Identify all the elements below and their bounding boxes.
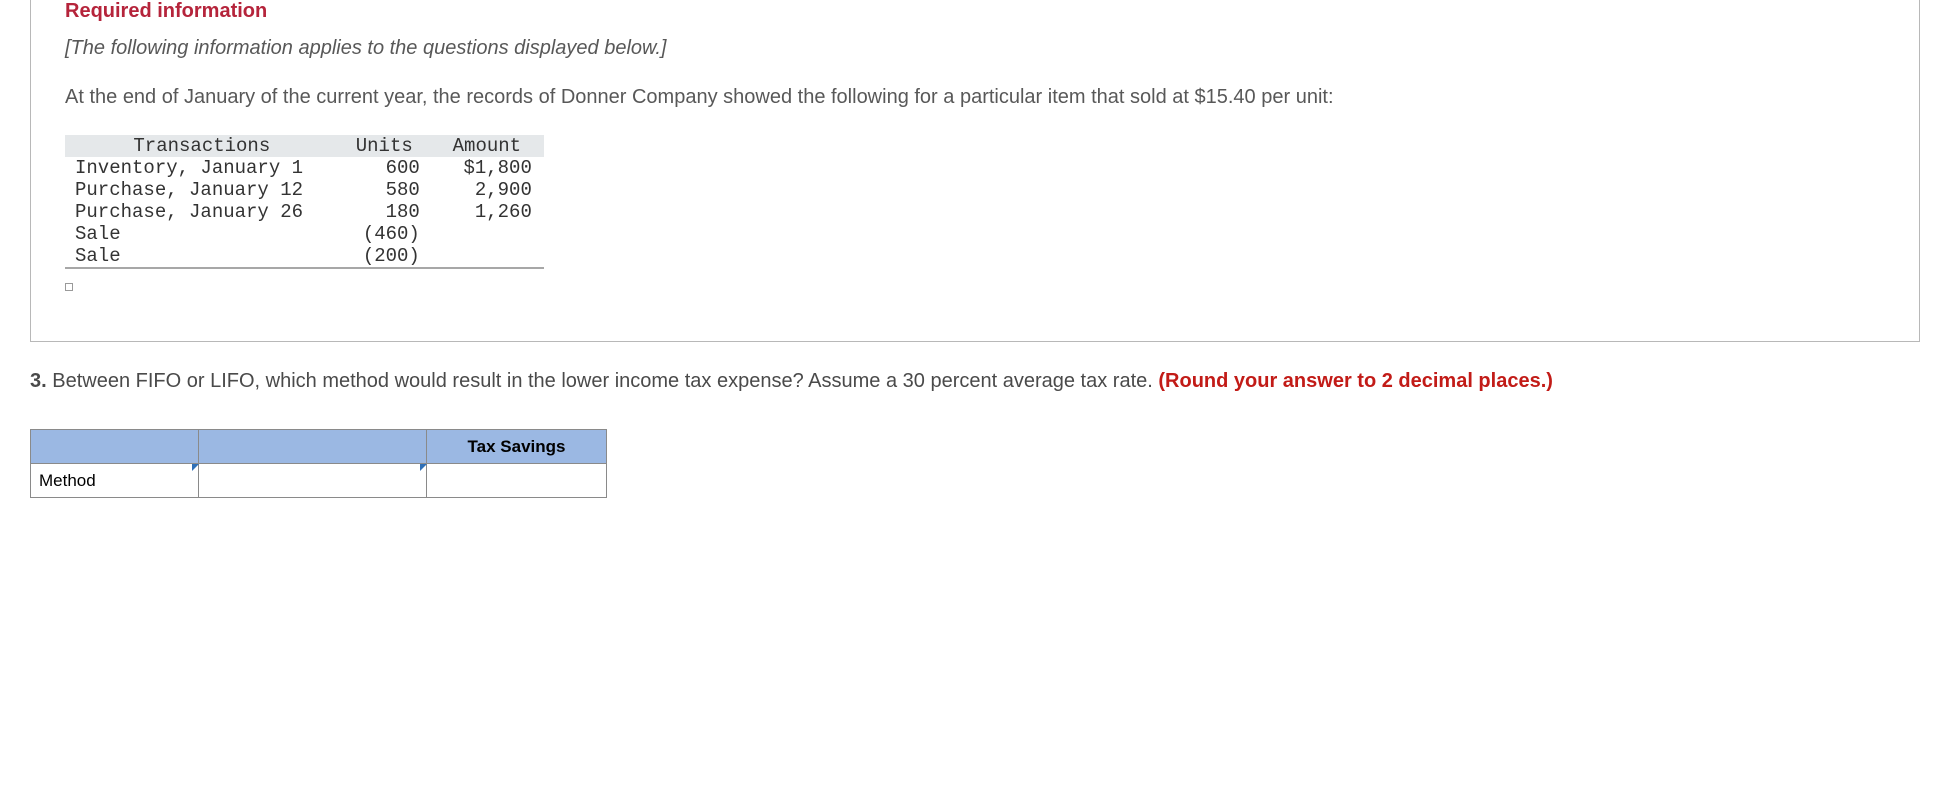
table-row: Purchase, January 26 180 1,260	[65, 201, 544, 223]
answer-header-row: Tax Savings	[31, 430, 607, 464]
answer-table: Tax Savings Method	[30, 429, 607, 498]
col-header-units: Units	[339, 135, 430, 157]
question-hint: (Round your answer to 2 decimal places.)	[1158, 370, 1553, 392]
dropdown-caret-icon	[192, 464, 199, 471]
required-info-heading: Required information	[65, 0, 1885, 23]
answer-input-row: Method	[31, 464, 607, 498]
cell-transaction: Inventory, January 1	[65, 157, 339, 179]
cell-units: (460)	[339, 223, 430, 245]
table-header-row: Transactions Units Amount	[65, 135, 544, 157]
cell-units: 180	[339, 201, 430, 223]
table-row: Sale (200)	[65, 245, 544, 268]
cell-units: (200)	[339, 245, 430, 268]
question-number: 3.	[30, 370, 47, 392]
cell-amount: 1,260	[430, 201, 544, 223]
cell-units: 580	[339, 179, 430, 201]
question-block: 3. Between FIFO or LIFO, which method wo…	[0, 342, 1950, 395]
transactions-table: Transactions Units Amount Inventory, Jan…	[65, 135, 544, 269]
info-note: [The following information applies to th…	[65, 37, 1885, 60]
required-info-panel: Required information [The following info…	[30, 0, 1920, 342]
cell-units: 600	[339, 157, 430, 179]
tax-savings-input[interactable]	[427, 464, 607, 498]
col-header-transactions: Transactions	[65, 135, 339, 157]
table-row: Purchase, January 12 580 2,900	[65, 179, 544, 201]
dropdown-caret-icon	[420, 464, 427, 471]
table-row: Sale (460)	[65, 223, 544, 245]
cell-transaction: Purchase, January 26	[65, 201, 339, 223]
info-body: At the end of January of the current yea…	[65, 84, 1885, 111]
question-text: Between FIFO or LIFO, which method would…	[52, 370, 1158, 392]
cell-transaction: Purchase, January 12	[65, 179, 339, 201]
col-header-amount: Amount	[430, 135, 544, 157]
cell-amount	[430, 223, 544, 245]
answer-header-tax-savings: Tax Savings	[427, 430, 607, 464]
answer-header-blank-1	[31, 430, 199, 464]
cell-amount	[430, 245, 544, 268]
cell-amount: $1,800	[430, 157, 544, 179]
method-input[interactable]	[199, 464, 427, 498]
cell-transaction: Sale	[65, 245, 339, 268]
answer-row-label: Method	[31, 464, 199, 498]
scroll-corner-icon	[65, 283, 73, 291]
table-row: Inventory, January 1 600 $1,800	[65, 157, 544, 179]
cell-amount: 2,900	[430, 179, 544, 201]
answer-header-blank-2	[199, 430, 427, 464]
cell-transaction: Sale	[65, 223, 339, 245]
